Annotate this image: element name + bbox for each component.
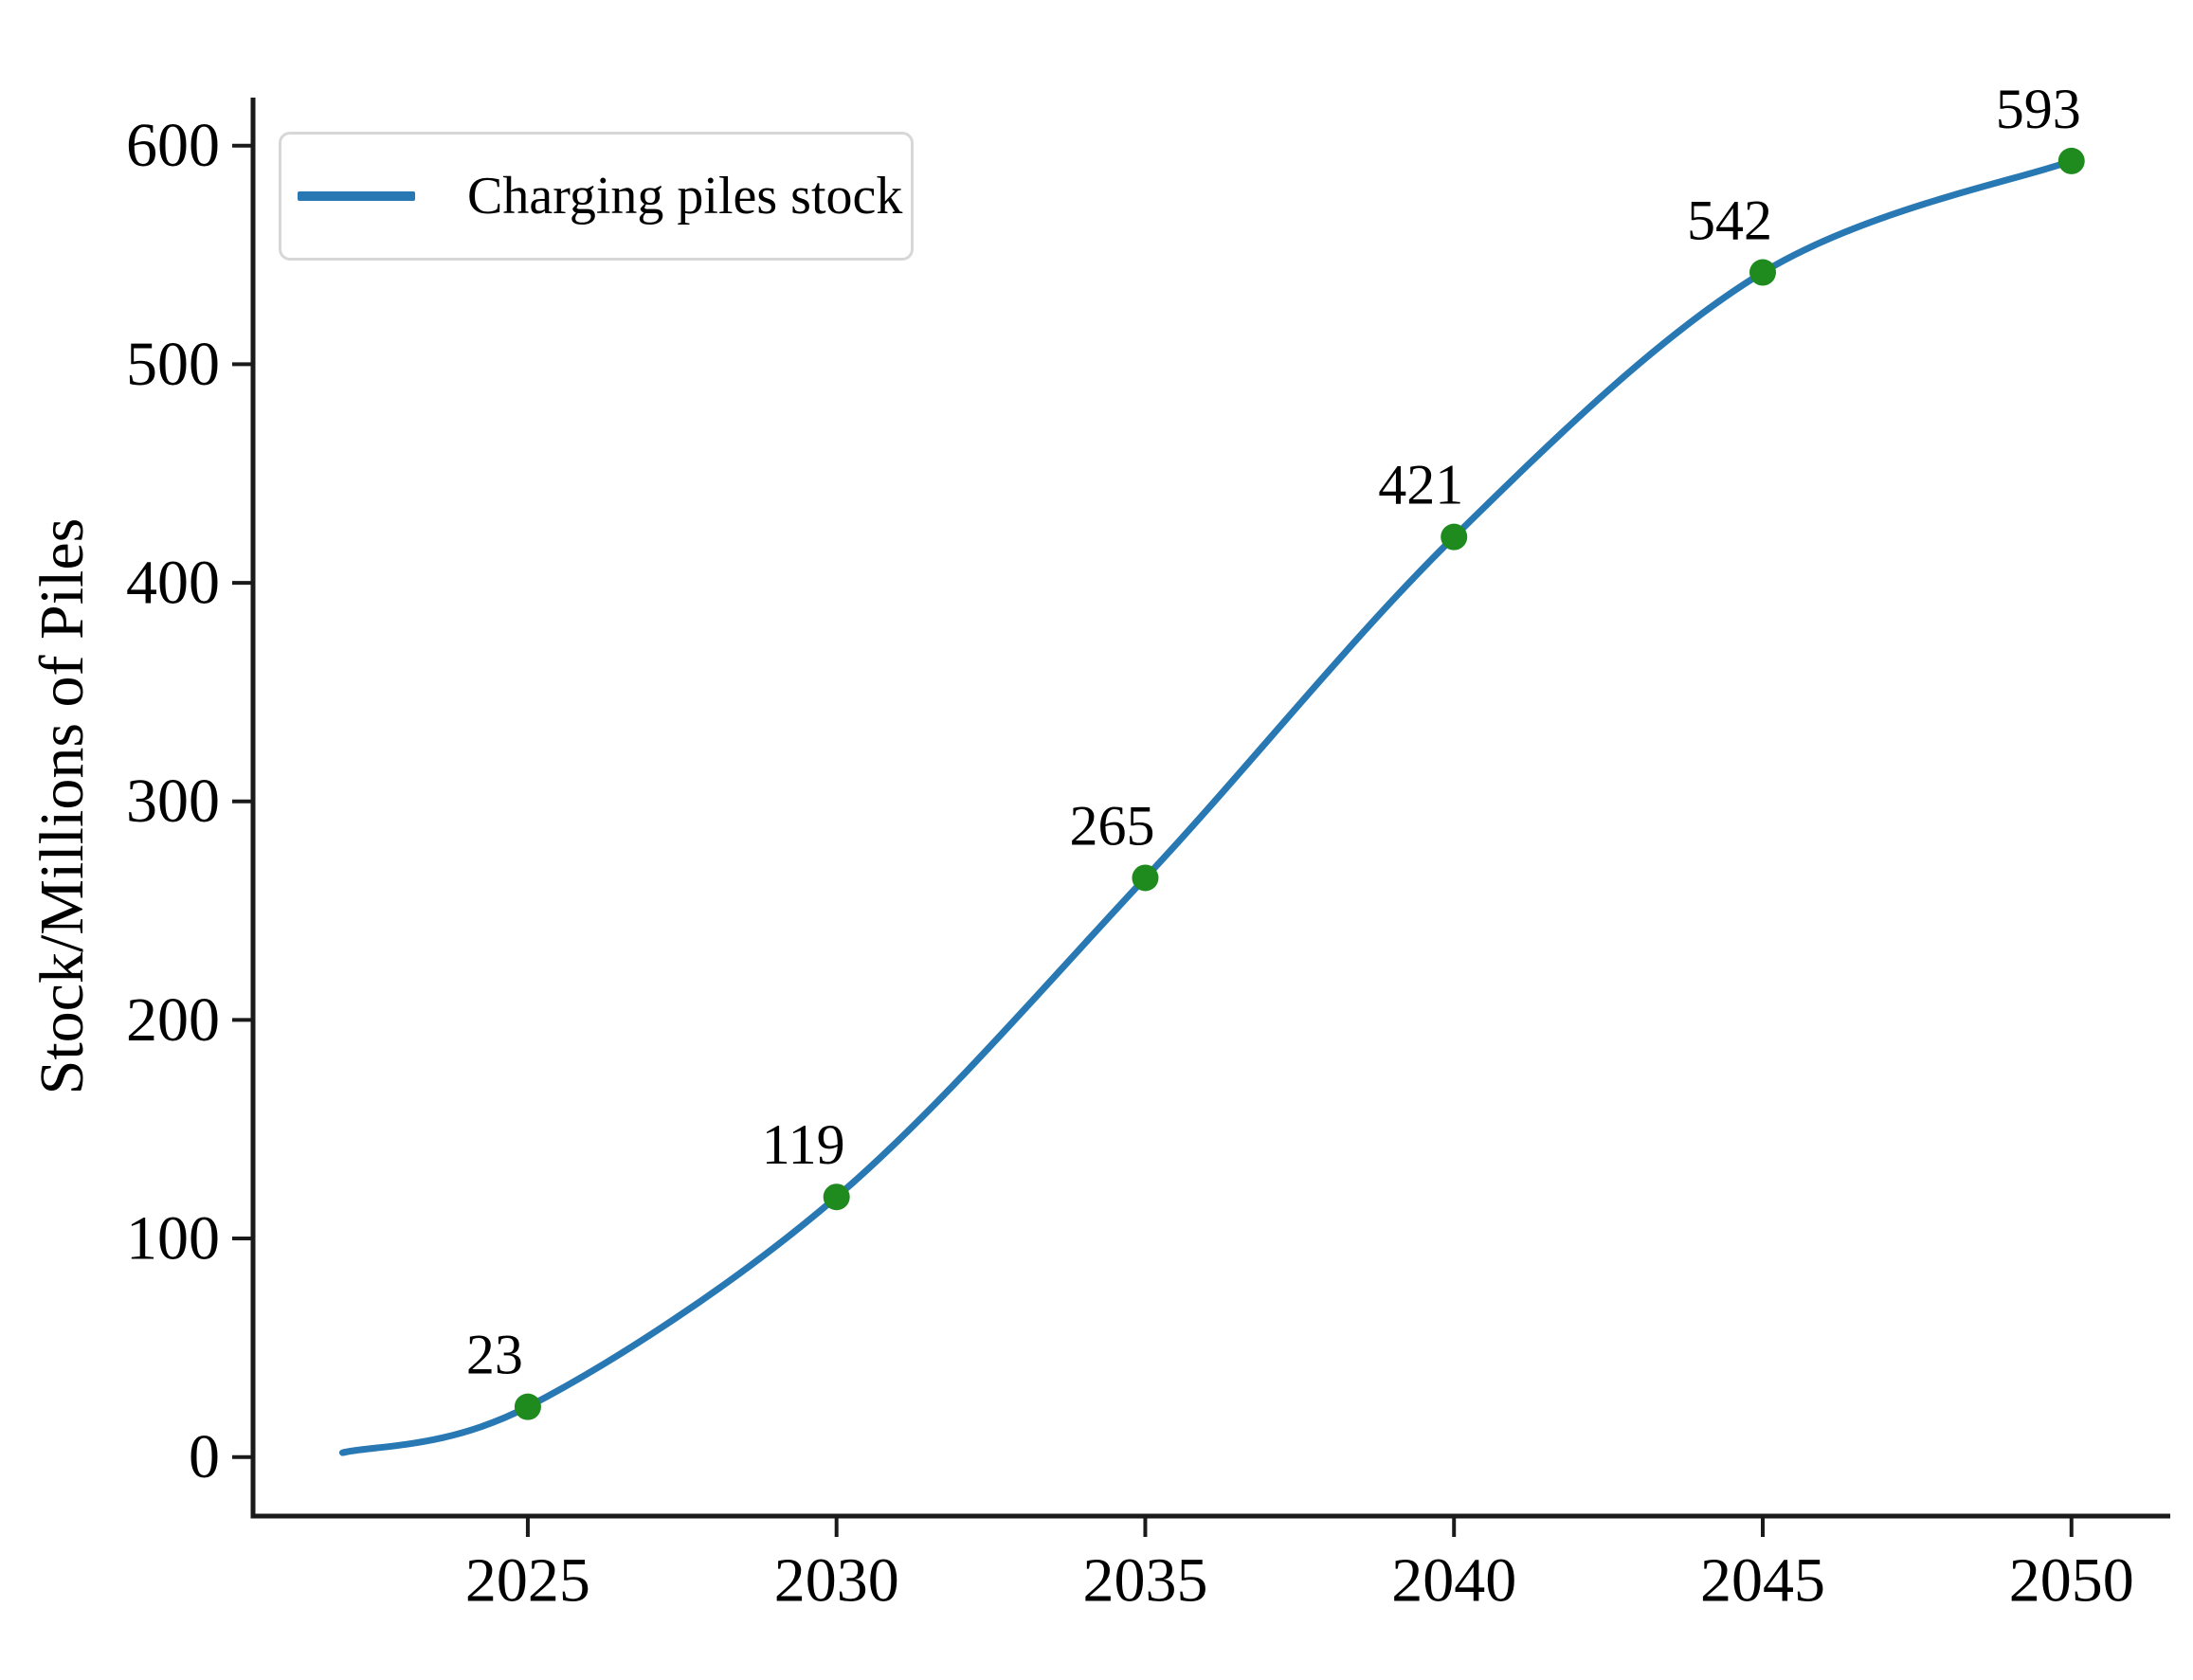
legend-label: Charging piles stock [467,167,903,226]
point-annotation: 593 [1996,78,2081,140]
data-point-marker [2057,147,2085,174]
y-tick-label: 200 [126,985,220,1055]
y-tick-label: 400 [126,549,220,618]
series-line [338,157,2075,1456]
x-tick-label: 2045 [1700,1546,1825,1616]
point-annotation: 119 [762,1113,845,1176]
x-tick-label: 2040 [1391,1546,1516,1616]
data-point-marker [1132,864,1159,892]
point-annotation: 542 [1687,190,1772,252]
x-tick-label: 2035 [1082,1546,1207,1616]
y-axis-label: Stock/Millions of Piles [27,517,97,1095]
data-point-marker [514,1393,541,1420]
legend: Charging piles stock [279,132,914,261]
y-tick-label: 500 [126,330,220,399]
x-tick-label: 2025 [465,1546,590,1616]
x-tick-label: 2050 [2009,1546,2134,1616]
y-tick-label: 0 [189,1422,220,1491]
y-tick-label: 600 [126,111,220,180]
point-annotation: 23 [466,1324,523,1386]
x-tick-label: 2030 [774,1546,899,1616]
data-point-marker [1749,259,1776,286]
y-tick-label: 100 [126,1204,220,1274]
point-annotation: 265 [1069,794,1154,857]
data-point-marker [1441,523,1468,551]
point-annotation: 421 [1378,454,1463,516]
data-point-marker [823,1183,850,1211]
legend-line-swatch [298,191,415,201]
y-tick-label: 300 [126,767,220,836]
